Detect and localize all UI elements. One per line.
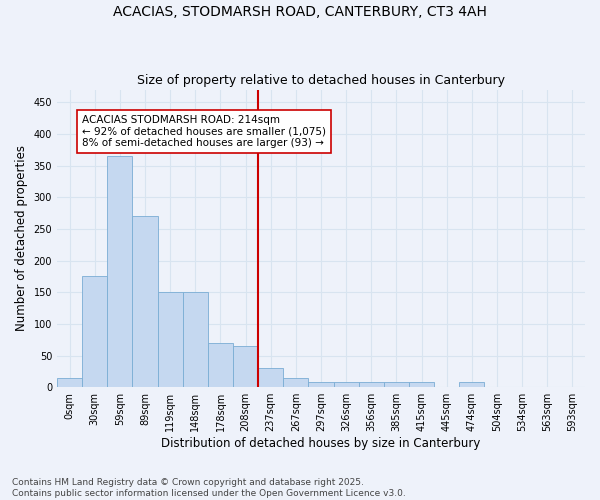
Bar bbox=[133, 216, 158, 387]
Bar bbox=[57, 378, 82, 387]
Text: ACACIAS STODMARSH ROAD: 214sqm
← 92% of detached houses are smaller (1,075)
8% o: ACACIAS STODMARSH ROAD: 214sqm ← 92% of … bbox=[82, 115, 326, 148]
Y-axis label: Number of detached properties: Number of detached properties bbox=[15, 146, 28, 332]
Text: ACACIAS, STODMARSH ROAD, CANTERBURY, CT3 4AH: ACACIAS, STODMARSH ROAD, CANTERBURY, CT3… bbox=[113, 5, 487, 19]
Bar bbox=[158, 292, 183, 387]
Bar bbox=[334, 382, 359, 387]
Bar bbox=[233, 346, 258, 387]
Bar bbox=[82, 276, 107, 387]
Bar bbox=[258, 368, 283, 387]
Title: Size of property relative to detached houses in Canterbury: Size of property relative to detached ho… bbox=[137, 74, 505, 87]
Bar bbox=[183, 292, 208, 387]
Bar bbox=[459, 382, 484, 387]
Bar bbox=[208, 343, 233, 387]
Bar bbox=[283, 378, 308, 387]
Bar bbox=[409, 382, 434, 387]
Text: Contains HM Land Registry data © Crown copyright and database right 2025.
Contai: Contains HM Land Registry data © Crown c… bbox=[12, 478, 406, 498]
X-axis label: Distribution of detached houses by size in Canterbury: Distribution of detached houses by size … bbox=[161, 437, 481, 450]
Bar bbox=[384, 382, 409, 387]
Bar bbox=[359, 382, 384, 387]
Bar bbox=[107, 156, 133, 387]
Bar bbox=[308, 382, 334, 387]
